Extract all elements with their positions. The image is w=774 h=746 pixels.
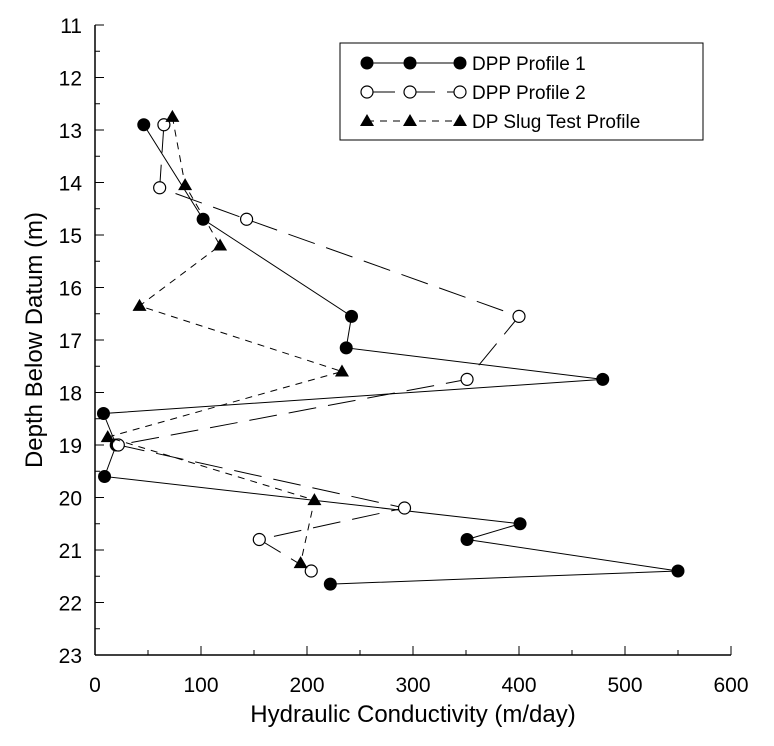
data-point	[252, 532, 266, 547]
data-point	[403, 85, 417, 99]
data-point	[196, 212, 210, 226]
data-point	[453, 114, 467, 126]
x-tick-label: 400	[501, 674, 536, 697]
y-tick-label: 13	[59, 120, 82, 143]
legend-label: DPP Profile 1	[472, 54, 586, 75]
data-point	[165, 109, 180, 122]
y-tick-label: 11	[60, 15, 82, 38]
data-point	[334, 364, 349, 377]
data-point	[153, 181, 167, 195]
data-point	[96, 407, 110, 420]
data-point	[513, 517, 527, 531]
y-axis-label: Depth Below Datum (m)	[21, 212, 48, 468]
data-point	[360, 85, 374, 99]
legend-label: DPP Profile 2	[472, 83, 586, 104]
series-dpp-profile-2	[111, 118, 526, 578]
data-point	[213, 238, 228, 251]
x-tick-label: 300	[395, 674, 430, 697]
data-point	[178, 178, 193, 191]
data-point	[345, 309, 359, 323]
data-point	[403, 56, 417, 70]
legend-box	[339, 42, 704, 141]
x-tick-label: 100	[183, 674, 218, 697]
y-tick-label: 22	[59, 593, 82, 616]
data-point	[397, 501, 412, 515]
data-point	[307, 493, 322, 506]
data-point	[403, 114, 417, 126]
data-point	[239, 212, 254, 226]
y-tick-label: 15	[59, 225, 82, 248]
data-point	[512, 309, 526, 323]
y-tick-label: 23	[59, 645, 82, 668]
x-axis-label: Hydraulic Conductivity (m/day)	[250, 701, 575, 728]
series-group	[96, 109, 685, 591]
y-tick-label: 19	[59, 435, 82, 458]
series-line	[102, 124, 679, 585]
y-tick-label: 14	[59, 173, 83, 196]
data-point	[596, 372, 610, 386]
data-point	[132, 298, 147, 311]
x-tick-label: 600	[713, 674, 748, 697]
data-point	[360, 56, 374, 70]
data-point	[293, 556, 308, 569]
axes: 0 100 200 300 400 500 600 11 12 13 14 15 16 17 18 19 20 2…	[59, 15, 749, 697]
series-line	[105, 116, 344, 564]
x-tick-label: 500	[607, 674, 642, 697]
data-point	[98, 470, 112, 483]
data-point	[453, 56, 467, 70]
data-point	[100, 430, 115, 443]
data-point	[304, 564, 318, 578]
data-point	[460, 533, 474, 546]
y-tick-label: 18	[59, 383, 82, 406]
data-point	[339, 341, 353, 355]
data-point	[453, 85, 467, 99]
data-point	[460, 372, 474, 386]
data-point	[111, 438, 125, 452]
data-point	[323, 577, 337, 591]
y-tick-label: 12	[59, 68, 82, 91]
y-tick-label: 16	[59, 278, 82, 301]
y-tick-label: 17	[59, 330, 82, 353]
x-tick-label: 200	[289, 674, 324, 697]
y-tick-label: 20	[59, 488, 82, 511]
data-point	[360, 114, 374, 126]
data-point	[671, 564, 685, 578]
legend-label: DP Slug Test Profile	[472, 112, 640, 133]
legend: DPP Profile 1 DPP Profile 2 DP Slug Test P…	[339, 42, 704, 141]
y-tick-label: 21	[59, 540, 82, 563]
x-tick-label: 0	[89, 674, 101, 697]
data-point	[137, 118, 151, 132]
series-dp-slug-test-profile	[100, 109, 349, 569]
